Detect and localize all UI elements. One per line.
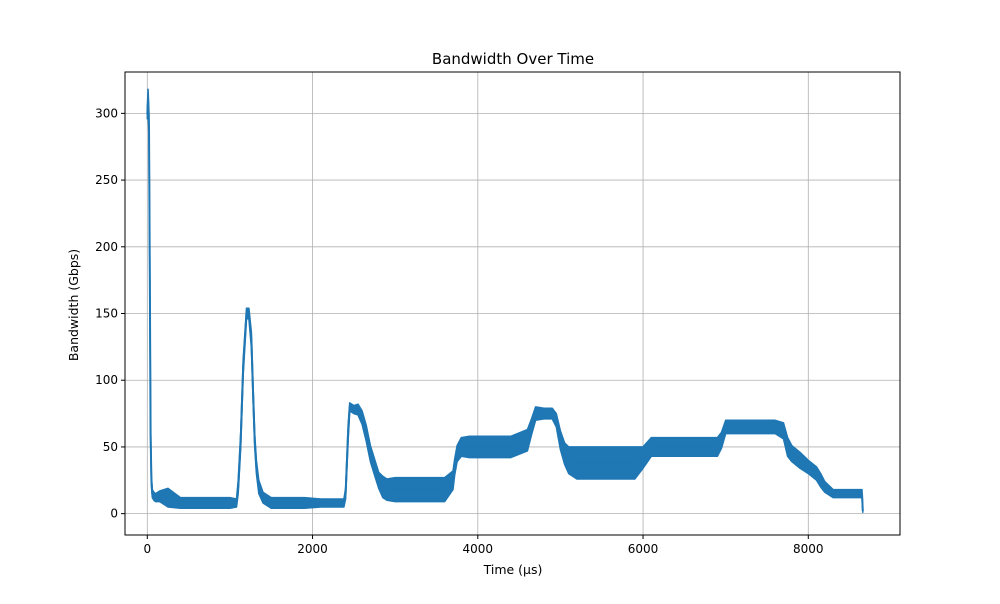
y-tick-label: 200: [95, 240, 118, 254]
y-tick-label: 150: [95, 307, 118, 321]
x-tick-label: 6000: [628, 542, 659, 556]
y-tick-label: 50: [103, 440, 118, 454]
x-tick-label: 8000: [793, 542, 824, 556]
x-tick-label: 4000: [463, 542, 494, 556]
y-tick-label: 100: [95, 373, 118, 387]
y-tick-label: 300: [95, 106, 118, 120]
x-tick-label: 2000: [297, 542, 328, 556]
x-tick-label: 0: [143, 542, 151, 556]
y-axis-label: Bandwidth (Gbps): [66, 249, 81, 361]
plot-area: [146, 88, 864, 514]
chart-title: Bandwidth Over Time: [432, 50, 594, 68]
y-tick-label: 250: [95, 173, 118, 187]
x-axis-label: Time (µs): [483, 562, 543, 577]
y-tick-label: 0: [110, 507, 118, 521]
axes-frame: [124, 71, 901, 536]
axis-ticks: 0 2000 4000 6000 8000 0 50 100 150 200 250 300: [95, 106, 823, 556]
series-line: [146, 99, 864, 512]
grid-lines: [125, 72, 900, 535]
